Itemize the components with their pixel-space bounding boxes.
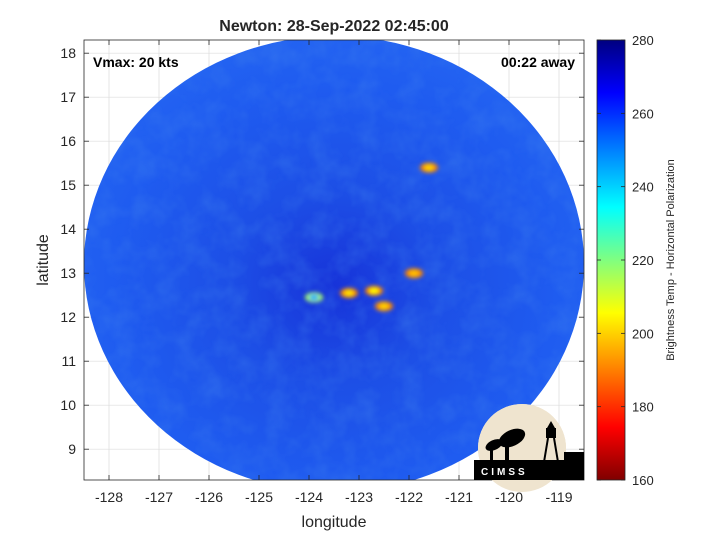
swath: [84, 40, 584, 480]
brightness-feature: [424, 164, 434, 171]
chart-title: Newton: 28-Sep-2022 02:45:00: [219, 18, 449, 35]
colorbar-label: Brightness Temp - Horizontal Polarizatio…: [665, 159, 677, 361]
colorbar-tick-label: 180: [632, 400, 654, 415]
colorbar-tick-label: 280: [632, 33, 654, 48]
x-tick-label: -124: [295, 489, 323, 505]
brightness-feature: [309, 294, 319, 301]
x-tick-label: -128: [95, 489, 123, 505]
cimss-logo: CIMSS: [474, 404, 584, 492]
x-tick-label: -122: [395, 489, 423, 505]
x-tick-label: -126: [195, 489, 223, 505]
axes-box: [83, 39, 585, 481]
x-axis: -128 -127 -126 -125 -124 -123 -122 -121 -120 -119: [95, 40, 573, 505]
y-tick-label: 10: [60, 397, 76, 413]
x-axis-label: longitude: [302, 514, 367, 531]
y-axis-label: latitude: [35, 234, 52, 286]
y-tick-label: 18: [60, 45, 76, 61]
y-tick-label: 16: [60, 133, 76, 149]
x-tick-label: -121: [445, 489, 473, 505]
x-tick-label: -119: [546, 489, 573, 505]
brightness-feature: [379, 303, 389, 310]
y-tick-label: 9: [68, 441, 76, 457]
time-away-annotation: 00:22 away: [501, 54, 575, 70]
y-tick-label: 15: [60, 177, 76, 193]
logo-text: CIMSS: [481, 467, 528, 478]
water-tower-icon: [546, 428, 556, 438]
y-tick-label: 13: [60, 265, 76, 281]
colorbar: [596, 39, 626, 481]
x-tick-label: -125: [245, 489, 273, 505]
colorbar-tick-label: 240: [632, 180, 654, 195]
brightness-feature: [369, 287, 379, 294]
colorbar-tick-label: 160: [632, 473, 654, 488]
colorbar-tick-label: 260: [632, 106, 654, 121]
x-tick-label: -123: [345, 489, 373, 505]
y-tick-label: 14: [60, 221, 76, 237]
colorbar-tick-label: 200: [632, 326, 654, 341]
feature-layer: [305, 162, 438, 312]
colorbar-tick-label: 220: [632, 253, 654, 268]
y-tick-label: 11: [61, 353, 76, 369]
x-tick-label: -120: [495, 489, 523, 505]
colorbar-ticks: 160 180 200 220 240 260 280: [597, 33, 654, 488]
x-tick-label: -127: [145, 489, 173, 505]
y-tick-label: 12: [60, 309, 76, 325]
brightness-feature: [344, 290, 354, 296]
y-axis: 9 10 11 12 13 14 15 16 17 18: [60, 45, 584, 457]
vmax-annotation: Vmax: 20 kts: [93, 54, 179, 70]
brightness-feature: [409, 270, 419, 277]
y-tick-label: 17: [60, 89, 76, 105]
swath-texture: [84, 40, 584, 480]
